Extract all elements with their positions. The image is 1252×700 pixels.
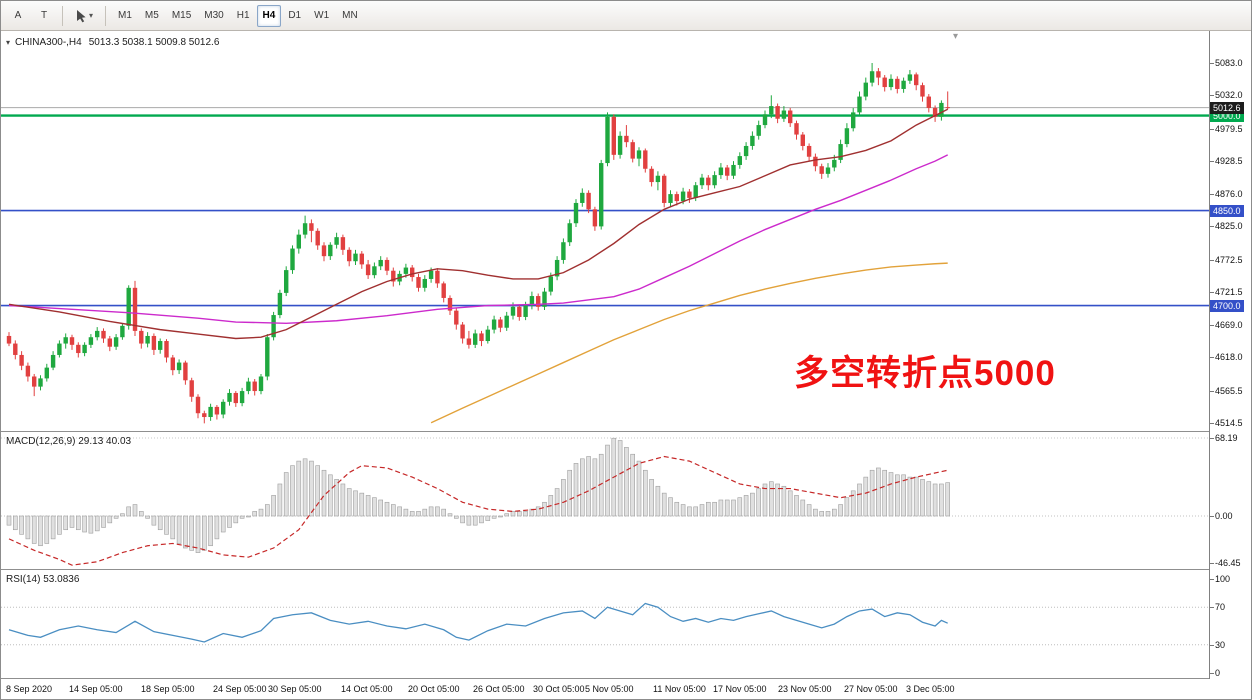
level-price-tag: 4850.0 <box>1210 204 1244 217</box>
price-axis-label: 4514.5 <box>1210 418 1243 429</box>
timeframe-button-mn[interactable]: MN <box>336 5 364 27</box>
timeframe-button-m1[interactable]: M1 <box>112 5 138 27</box>
macd-axis-label: 0.00 <box>1210 511 1233 521</box>
pane-divider[interactable] <box>1 431 1251 432</box>
time-axis-label: 5 Nov 05:00 <box>585 684 634 694</box>
rsi-axis-label: 70 <box>1209 602 1226 613</box>
price-axis-label: 4772.5 <box>1210 254 1243 265</box>
time-axis-label: 27 Nov 05:00 <box>844 684 898 694</box>
time-axis-label: 18 Sep 05:00 <box>141 684 195 694</box>
timeframe-group: M1 M5 M15 M30 H1 H4 D1 W1 MN <box>112 4 364 27</box>
pane-divider[interactable] <box>1 569 1251 570</box>
toolbar: A T ▾ M1 M5 M15 M30 H1 H4 D1 W1 MN <box>1 1 1251 31</box>
price-axis-label: 4825.0 <box>1210 221 1243 232</box>
time-axis-label: 3 Dec 05:00 <box>906 684 955 694</box>
candles-layer <box>6 63 950 424</box>
price-axis-label: 4876.0 <box>1210 189 1243 200</box>
macd-signal-line <box>8 455 948 566</box>
chart-title: ▾ CHINA300-,H4 5013.3 5038.1 5009.8 5012… <box>6 37 219 48</box>
macd-indicator-label: MACD(12,26,9) 29.13 40.03 <box>6 436 132 447</box>
annotation-text: 多空转折点5000 <box>794 354 1056 393</box>
text-tool-button[interactable]: T <box>32 5 56 27</box>
symbol-dropdown-icon[interactable]: ▾ <box>6 38 11 47</box>
time-axis-label: 20 Oct 05:00 <box>408 684 460 694</box>
time-axis-label: 26 Oct 05:00 <box>473 684 525 694</box>
price-axis-label: 4565.5 <box>1210 385 1243 396</box>
dropdown-arrow-icon: ▾ <box>89 11 94 20</box>
main-price-pane[interactable] <box>1 31 1209 431</box>
chart-region[interactable]: ▾ CHINA300-,H4 5013.3 5038.1 5009.8 5012… <box>1 31 1251 699</box>
chart-shift-marker[interactable]: ▾ <box>953 31 959 42</box>
rsi-indicator-label: RSI(14) 53.0836 <box>6 574 80 585</box>
pane-divider[interactable] <box>1 678 1251 679</box>
timeframe-button-d1[interactable]: D1 <box>282 5 307 27</box>
time-axis-label: 14 Sep 05:00 <box>69 684 123 694</box>
price-axis-label: 5083.0 <box>1210 58 1243 68</box>
rsi-pane[interactable] <box>1 570 1209 678</box>
price-axis-label: 4721.5 <box>1210 286 1243 297</box>
time-axis-label: 11 Nov 05:00 <box>653 684 706 694</box>
time-axis-label: 17 Nov 05:00 <box>713 684 767 694</box>
price-axis-label: 4618.0 <box>1210 352 1243 363</box>
level-price-tag: 4700.0 <box>1210 299 1244 312</box>
font-tool-button[interactable]: A <box>6 5 30 27</box>
timeframe-button-m15[interactable]: M15 <box>166 5 197 27</box>
toolbar-separator <box>105 5 107 26</box>
price-axis-label: 4669.0 <box>1210 320 1243 331</box>
ma-mid-magenta-line <box>8 154 949 324</box>
macd-axis-label: -46.45 <box>1210 558 1241 568</box>
timeframe-button-h1[interactable]: H1 <box>231 5 256 27</box>
timeframe-button-w1[interactable]: W1 <box>308 5 335 27</box>
ohlc-values: 5013.3 5038.1 5009.8 5012.6 <box>88 37 220 48</box>
toolbar-separator <box>62 5 63 26</box>
rsi-axis-label: 30 <box>1209 639 1226 650</box>
price-axis-label: 4979.5 <box>1210 123 1243 134</box>
timeframe-button-m30[interactable]: M30 <box>198 5 229 27</box>
ma-slow-orange-line <box>430 262 948 424</box>
ma-fast-darkred-line <box>8 108 949 340</box>
cursor-arrow-icon <box>77 9 86 22</box>
time-axis-label: 24 Sep 05:00 <box>213 684 267 694</box>
timeframe-button-h4[interactable]: H4 <box>256 4 282 27</box>
price-axis[interactable]: 5083.0 5032.0 4979.5 4928.5 4876.0 4825.0 4772… <box>1209 31 1251 679</box>
price-axis-label: 5032.0 <box>1210 90 1243 101</box>
macd-histogram <box>6 437 951 553</box>
price-axis-label: 4928.5 <box>1210 155 1243 166</box>
current-price-tag: 5012.6 <box>1210 101 1244 114</box>
macd-axis-label: 68.19 <box>1210 433 1238 443</box>
symbol-period-label: CHINA300-,H4 <box>15 37 82 48</box>
time-axis-label: 14 Oct 05:00 <box>341 684 393 694</box>
timeframe-button-m5[interactable]: M5 <box>139 5 165 27</box>
cursor-tool-button[interactable]: ▾ <box>69 5 99 27</box>
rsi-line <box>8 602 948 643</box>
time-axis-label: 8 Sep 2020 <box>6 684 53 694</box>
rsi-axis-label: 100 <box>1209 574 1231 584</box>
time-axis-label: 30 Sep 05:00 <box>268 684 322 694</box>
time-axis-label: 23 Nov 05:00 <box>778 684 832 694</box>
time-axis-label: 30 Oct 05:00 <box>533 684 585 694</box>
time-axis[interactable]: 8 Sep 2020 14 Sep 05:00 18 Sep 05:00 24 Sep… <box>1 679 1209 699</box>
rsi-axis-label: 0 <box>1209 668 1221 678</box>
macd-pane[interactable] <box>1 432 1209 569</box>
